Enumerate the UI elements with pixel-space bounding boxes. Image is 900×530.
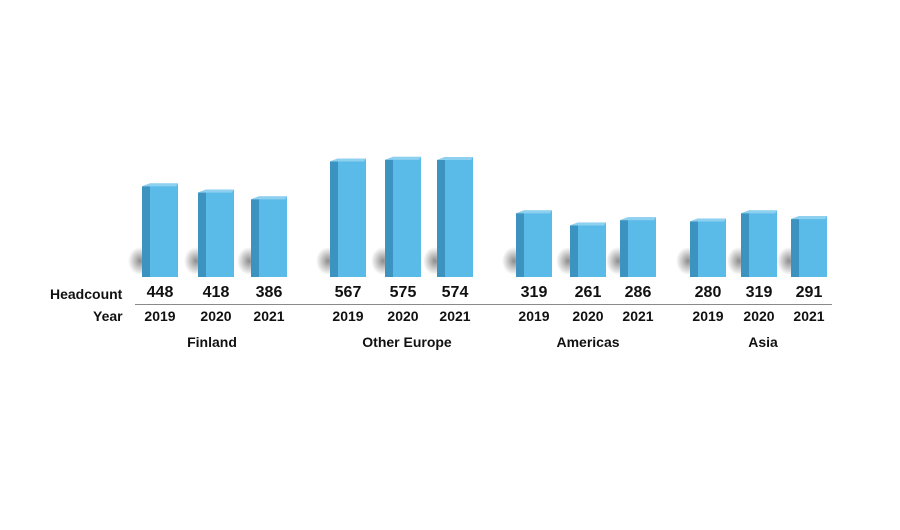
bar-side-face (516, 210, 524, 277)
bar-americas-2020 (578, 222, 606, 277)
bar-finland-2019 (150, 183, 178, 277)
bar-side-face (791, 216, 799, 277)
bar-side-face (570, 222, 578, 277)
bar-americas-2019 (524, 210, 552, 277)
bar-top-face (330, 158, 366, 162)
bar-top-face (516, 210, 552, 214)
year-label: 2020 (743, 308, 775, 324)
headcount-row-label: Headcount (50, 286, 123, 302)
year-label: 2021 (253, 308, 285, 324)
bar-asia-2021 (799, 216, 827, 277)
bar-side-face (437, 157, 445, 277)
bar-other-europe-2020 (393, 156, 421, 277)
value-label: 261 (574, 284, 602, 301)
bar-side-face (690, 218, 698, 277)
value-label: 448 (146, 284, 174, 301)
bar-top-face (385, 156, 421, 160)
year-label: 2021 (622, 308, 654, 324)
year-label: 2020 (572, 308, 604, 324)
region-label-americas: Americas (556, 334, 620, 350)
bar-side-face (142, 183, 150, 277)
year-label: 2019 (518, 308, 550, 324)
bar-finland-2021 (259, 196, 287, 277)
value-label: 575 (389, 284, 417, 301)
region-label-finland: Finland (187, 334, 237, 350)
region-label-asia: Asia (748, 334, 778, 350)
region-label-other-europe: Other Europe (362, 334, 452, 350)
bar-finland-2020 (206, 189, 234, 277)
bar-top-face (741, 210, 777, 214)
bar-side-face (198, 189, 206, 277)
year-label: 2021 (439, 308, 471, 324)
bar-asia-2020 (749, 210, 777, 277)
bar-top-face (690, 218, 726, 222)
value-label: 567 (334, 284, 362, 301)
bar-top-face (791, 216, 827, 220)
bar-top-face (620, 217, 656, 221)
bar-side-face (620, 217, 628, 277)
value-label: 319 (745, 284, 773, 301)
bar-top-face (198, 189, 234, 193)
value-label: 280 (694, 284, 722, 301)
table-divider-line (135, 304, 832, 305)
year-row-label: Year (93, 308, 123, 324)
bar-side-face (385, 156, 393, 277)
year-label: 2019 (692, 308, 724, 324)
bar-side-face (741, 210, 749, 277)
value-label: 574 (441, 284, 469, 301)
year-label: 2021 (793, 308, 825, 324)
year-label: 2020 (200, 308, 232, 324)
bar-other-europe-2019 (338, 158, 366, 277)
bar-side-face (330, 158, 338, 277)
year-label: 2019 (144, 308, 176, 324)
bar-side-face (251, 196, 259, 277)
bar-asia-2019 (698, 218, 726, 277)
value-label: 291 (795, 284, 823, 301)
year-label: 2019 (332, 308, 364, 324)
bar-top-face (142, 183, 178, 187)
bar-top-face (251, 196, 287, 200)
value-label: 319 (520, 284, 548, 301)
value-label: 286 (624, 284, 652, 301)
bar-americas-2021 (628, 217, 656, 277)
value-label: 386 (255, 284, 283, 301)
bar-other-europe-2021 (445, 157, 473, 277)
value-label: 418 (202, 284, 230, 301)
bar-top-face (437, 157, 473, 161)
year-label: 2020 (387, 308, 419, 324)
bar-top-face (570, 222, 606, 226)
bars-layer (128, 156, 827, 277)
